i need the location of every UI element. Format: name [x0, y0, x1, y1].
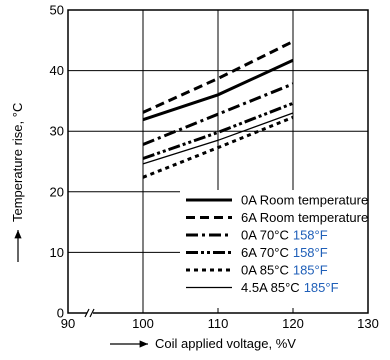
x-tick-label: 90 — [61, 316, 75, 331]
legend-background — [180, 190, 368, 308]
axis-titles: Coil applied voltage, %V Temperature rise… — [10, 103, 296, 351]
axis-break-slash-2 — [89, 308, 95, 318]
legend: 0A Room temperature 6A Room temperature 0A… — [180, 190, 368, 308]
series-line-2 — [142, 82, 294, 146]
legend-label-0: 0A Room temperature — [241, 193, 368, 208]
legend-label-2: 0A 70°C 158°F — [241, 228, 328, 243]
x-tick-label: 110 — [208, 316, 229, 331]
legend-label-1: 6A Room temperature — [241, 210, 368, 225]
y-tick-label: 30 — [50, 124, 64, 139]
legend-label-fahrenheit-5: 185°F — [304, 280, 339, 295]
axis-break-slash-1 — [84, 308, 90, 318]
x-axis-title: Coil applied voltage, %V — [155, 336, 296, 351]
series-line-5 — [142, 112, 294, 165]
legend-label-4: 0A 85°C 185°F — [241, 263, 328, 278]
x-tick-label: 120 — [282, 316, 304, 331]
x-tick-label: 130 — [357, 316, 379, 331]
axis-break-mark — [84, 308, 95, 318]
tick-labels: 0 10 20 30 40 50 90 100 110 120 130 — [50, 3, 379, 332]
y-tick-label: 50 — [50, 3, 64, 18]
series-lines — [142, 40, 294, 179]
series-line-0 — [142, 58, 294, 122]
legend-label-fahrenheit-2: 158°F — [293, 228, 328, 243]
y-axis-title: Temperature rise, °C — [10, 103, 25, 222]
legend-label-5: 4.5A 85°C 185°F — [241, 280, 339, 295]
axis-break-gap — [87, 308, 93, 318]
legend-label-3: 6A 70°C 158°F — [241, 245, 328, 260]
plot-frame — [67, 9, 369, 314]
legend-label-fahrenheit-4: 185°F — [293, 263, 328, 278]
x-tick-label: 100 — [132, 316, 154, 331]
series-line-4 — [142, 115, 294, 179]
y-tick-label: 40 — [50, 63, 64, 78]
legend-label-fahrenheit-3: 158°F — [293, 245, 328, 260]
y-tick-label: 0 — [57, 306, 64, 321]
y-tick-label: 20 — [50, 184, 64, 199]
y-tick-label: 10 — [50, 245, 64, 260]
